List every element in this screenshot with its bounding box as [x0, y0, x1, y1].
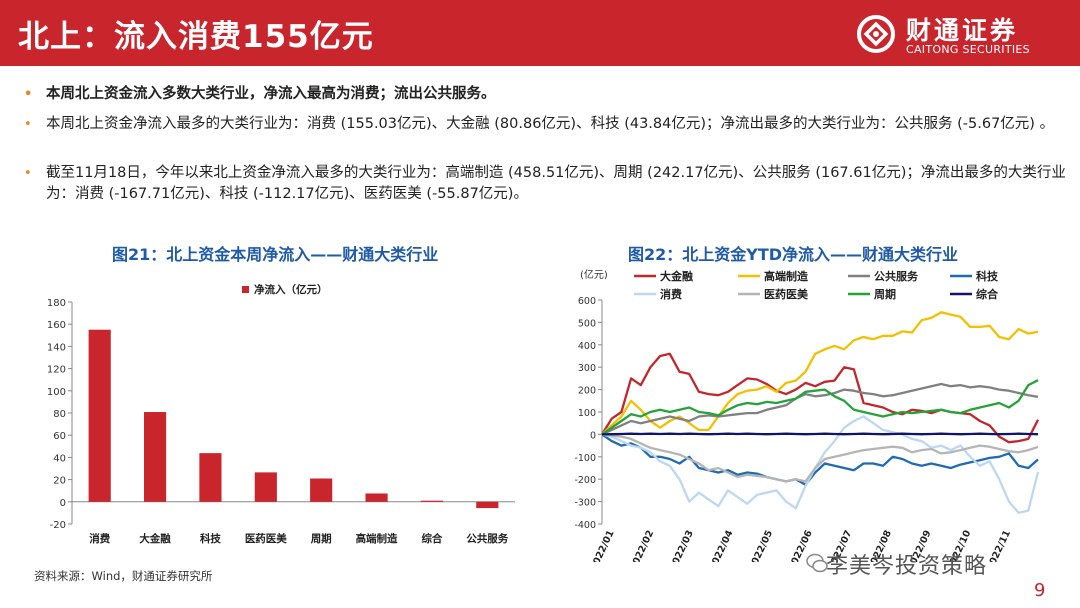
x-tick-label: 2022/01 — [588, 529, 616, 562]
watermark-text: 李美岑投资策略 — [826, 554, 988, 579]
bullet-text: 本周北上资金流入多数大类行业，净流入最高为消费；流出公共服务。 — [46, 86, 496, 102]
bullet-text: 截至11月18日，今年以来北上资金净流入最多的大类行业为：高端制造 (458.5… — [46, 165, 1066, 202]
legend-label: 净流入（亿元） — [254, 283, 328, 296]
bar-科技 — [199, 453, 222, 502]
source-note: 资料来源：Wind，财通证券研究所 — [34, 569, 213, 583]
y-tick-label: -400 — [574, 520, 596, 531]
x-tick-label: 公共服务 — [466, 532, 508, 545]
y-tick-label: 600 — [578, 296, 596, 307]
bar-综合 — [420, 500, 444, 502]
x-tick-label: 科技 — [200, 532, 221, 545]
header-bar: 北上：流入消费155亿元 财通证券 CAITONG SECURITIES — [0, 0, 1080, 66]
x-tick-label: 2022/11 — [985, 529, 1013, 562]
legend-label: 消费 — [660, 287, 682, 301]
y-tick-label: 300 — [578, 363, 596, 374]
bar-周期 — [310, 478, 333, 502]
legend-label: 周期 — [874, 287, 896, 301]
x-tick-label: 2022/03 — [668, 529, 696, 562]
y-tick-label: 40 — [53, 453, 66, 464]
logo-emblem-icon — [857, 15, 895, 53]
y-tick-label: 0 — [60, 498, 66, 509]
chart-ytd-title: 图22：北上资金YTD净流入——财通大类行业 — [628, 245, 959, 264]
y-tick-label: 200 — [578, 386, 596, 397]
y-tick-label: 140 — [47, 342, 66, 353]
series-line-大金融 — [601, 352, 1040, 444]
y-tick-label: 100 — [578, 408, 596, 419]
series-line-综合 — [601, 432, 1039, 436]
x-tick-label: 2022/02 — [628, 529, 656, 562]
y-tick-label: 160 — [47, 320, 66, 331]
y-tick-label: 80 — [53, 409, 66, 420]
company-logo: 财通证券 CAITONG SECURITIES — [848, 6, 1070, 62]
bullet-dot-icon: • — [24, 117, 32, 132]
legend-label: 大金融 — [660, 269, 693, 283]
x-tick-label: 综合 — [421, 532, 442, 545]
chart-weekly-title: 图21：北上资金本周净流入——财通大类行业 — [112, 245, 439, 264]
bar-大金融 — [143, 412, 167, 502]
bullet-dot-icon: • — [24, 87, 33, 102]
y-tick-label: 0 — [590, 430, 596, 441]
logo-english-name: CAITONG SECURITIES — [906, 43, 1030, 56]
x-tick-label: 医药医美 — [245, 532, 287, 545]
series-line-科技 — [601, 433, 1039, 486]
series-line-公共服务 — [601, 382, 1039, 436]
y-tick-label: 500 — [578, 318, 596, 329]
y-tick-label: -20 — [50, 520, 66, 531]
legend-label: 公共服务 — [874, 269, 919, 283]
x-tick-label: 周期 — [311, 532, 332, 545]
legend-label: 综合 — [976, 287, 999, 301]
y-tick-label: -300 — [574, 498, 596, 509]
series-line-周期 — [601, 379, 1039, 436]
x-tick-label: 大金融 — [139, 532, 171, 545]
unit-label: (亿元) — [580, 268, 608, 281]
y-tick-label: -100 — [574, 453, 596, 464]
y-tick-label: 100 — [47, 387, 66, 398]
legend-label: 医药医美 — [764, 287, 809, 301]
bar-医药医美 — [254, 472, 277, 502]
page-title: 北上：流入消费155亿元 — [18, 19, 374, 55]
x-tick-label: 消费 — [89, 532, 110, 545]
y-tick-label: -200 — [574, 475, 596, 486]
bullet-dot-icon: • — [24, 166, 32, 181]
page-number: 9 — [1034, 580, 1046, 601]
wechat-icon — [806, 553, 828, 573]
y-tick-label: 180 — [47, 298, 66, 309]
y-tick-label: 120 — [47, 365, 66, 376]
legend-label: 科技 — [976, 269, 999, 283]
bar-公共服务 — [476, 501, 499, 509]
y-tick-label: 400 — [578, 341, 596, 352]
line-chart-ytd-inflow: (亿元) -400 -300 -200 -100 0 100 200 300 400 500 600 2… — [574, 268, 1040, 562]
bar-chart-weekly-inflow: -20 0 20 40 60 80 100 120 140 160 180 消费 大金融 科技 医药医美 周期… — [47, 283, 515, 545]
bar-高端制造 — [365, 493, 388, 502]
y-tick-label: 20 — [53, 476, 66, 487]
x-tick-label: 2022/05 — [747, 529, 775, 562]
logo-chinese-name: 财通证券 — [906, 16, 1019, 45]
x-tick-label: 2022/04 — [707, 528, 735, 562]
series-line-消费 — [601, 415, 1040, 514]
series-line-医药医美 — [601, 433, 1039, 483]
x-tick-label: 高端制造 — [356, 532, 398, 545]
bullet-text: 本周北上资金净流入最多的大类行业为：消费 (155.03亿元)、大金融 (80.… — [46, 116, 1055, 132]
y-tick-label: 60 — [53, 431, 66, 442]
legend-swatch — [242, 286, 249, 293]
legend-label: 高端制造 — [764, 269, 809, 283]
bar-消费 — [88, 329, 111, 502]
